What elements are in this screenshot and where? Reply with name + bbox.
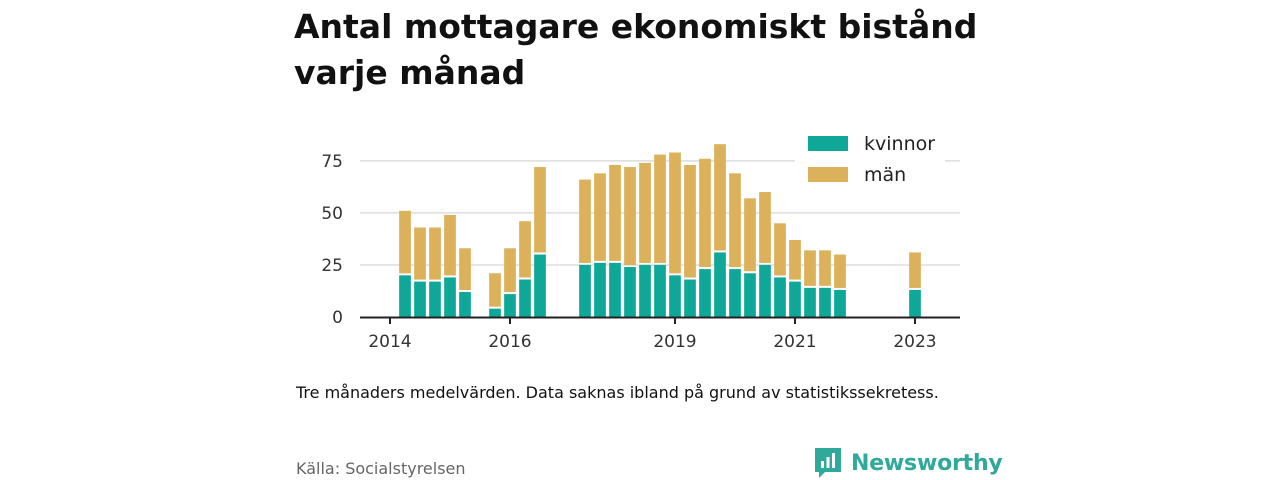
bar-man	[459, 248, 471, 291]
bar-man	[639, 162, 651, 263]
bar-man	[519, 221, 531, 278]
newsworthy-logo-icon	[815, 448, 841, 478]
bar-kvinnor	[909, 289, 921, 317]
bar-kvinnor	[714, 252, 726, 317]
bar-man	[909, 252, 921, 288]
bar-man	[819, 250, 831, 286]
bar-kvinnor	[519, 279, 531, 317]
bar-man	[759, 192, 771, 263]
bar-kvinnor	[579, 264, 591, 317]
legend-label: män	[864, 164, 906, 186]
bar-kvinnor	[654, 264, 666, 317]
bar-kvinnor	[609, 262, 621, 317]
bar-kvinnor	[624, 267, 636, 317]
bar-man	[654, 154, 666, 263]
y-tick-label: 0	[332, 308, 343, 328]
y-tick-label: 50	[321, 204, 343, 224]
bar-man	[489, 273, 501, 307]
bar-man	[399, 210, 411, 274]
bar-man	[774, 223, 786, 276]
bar-kvinnor	[789, 281, 801, 317]
bar-man	[579, 179, 591, 263]
bar-kvinnor	[744, 273, 756, 317]
x-tick-label: 2016	[488, 332, 531, 352]
bar-man	[714, 144, 726, 251]
bar-kvinnor	[534, 254, 546, 317]
bar-kvinnor	[699, 269, 711, 317]
bar-man	[669, 152, 681, 274]
bar-kvinnor	[639, 264, 651, 317]
bar-man	[684, 164, 696, 278]
bar-man	[744, 198, 756, 272]
chart-title: Antal mottagare ekonomiskt bistånd varje…	[294, 7, 978, 92]
legend: kvinnor män	[795, 126, 945, 196]
bar-man	[834, 254, 846, 288]
bar-man	[504, 248, 516, 293]
bar-kvinnor	[669, 275, 681, 317]
bar-kvinnor	[684, 279, 696, 317]
x-tick-label: 2014	[368, 332, 411, 352]
y-axis: 0 25 50 75	[321, 152, 343, 328]
bar-man	[624, 167, 636, 266]
bar-kvinnor	[489, 308, 501, 317]
x-tick-label: 2023	[893, 332, 936, 352]
y-tick-label: 75	[321, 152, 343, 172]
bar-kvinnor	[429, 281, 441, 317]
bar-kvinnor	[834, 289, 846, 317]
bar-man	[594, 173, 606, 261]
legend-swatch	[808, 136, 848, 151]
bar-kvinnor	[444, 277, 456, 317]
bar-man	[729, 173, 741, 268]
bar-kvinnor	[459, 292, 471, 317]
bar-man	[789, 239, 801, 280]
brand-name: Newsworthy	[851, 450, 1003, 476]
bar-man	[609, 164, 621, 261]
bar-man	[429, 227, 441, 280]
legend-swatch	[808, 167, 848, 182]
bar-kvinnor	[819, 287, 831, 317]
x-axis: 2014 2016 2019 2021 2023	[368, 317, 937, 352]
bar-chart: 2014 2016 2019 2021 2023 0 25 50 75 kvinnor män	[321, 126, 960, 352]
chart-note: Tre månaders medelvärden. Data saknas ib…	[296, 383, 939, 402]
bar-man	[534, 167, 546, 253]
bar-kvinnor	[729, 269, 741, 317]
x-tick-label: 2019	[653, 332, 696, 352]
y-tick-label: 25	[321, 256, 343, 276]
bar-man	[699, 158, 711, 268]
bar-man	[414, 227, 426, 280]
bar-man	[804, 250, 816, 286]
brand-logo[interactable]: Newsworthy	[813, 446, 1003, 480]
bar-kvinnor	[399, 275, 411, 317]
bar-kvinnor	[774, 277, 786, 317]
bars	[399, 144, 921, 317]
bar-kvinnor	[594, 262, 606, 317]
bar-kvinnor	[759, 264, 771, 317]
x-tick-label: 2021	[773, 332, 816, 352]
bar-kvinnor	[804, 287, 816, 317]
bar-man	[444, 214, 456, 276]
legend-label: kvinnor	[864, 133, 935, 155]
bar-kvinnor	[414, 281, 426, 317]
bar-kvinnor	[504, 294, 516, 317]
source-label: Källa: Socialstyrelsen	[296, 459, 466, 478]
